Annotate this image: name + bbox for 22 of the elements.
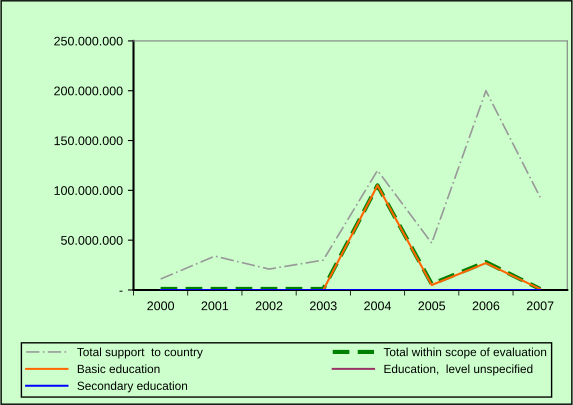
x-tick-label: 2004: [364, 301, 392, 310]
legend-label: Total support to country: [77, 348, 203, 359]
y-tick-label: 250.000.000: [54, 36, 123, 46]
legend-label: Education, level unspecified: [384, 364, 532, 376]
y-tick-label: -: [119, 290, 123, 292]
y-tick-label: 50.000.000: [61, 236, 123, 245]
y-tick-label: 150.000.000: [54, 136, 123, 146]
y-tick-label: 100.000.000: [54, 186, 123, 195]
x-tick-label: 2002: [256, 301, 282, 310]
legend-label: Secondary education: [77, 381, 188, 392]
x-tick-label: 2003: [310, 301, 337, 310]
x-tick-label: 2006: [472, 301, 500, 310]
x-tick-label: 2005: [418, 301, 446, 310]
line-series: [158, 183, 542, 290]
line-series: [160, 90, 541, 280]
line-series: [322, 184, 542, 290]
legend-label: Total within scope of evaluation: [384, 348, 546, 359]
y-tick-label: 200.000.000: [54, 86, 123, 96]
x-tick-label: 2000: [147, 301, 174, 310]
x-tick-label: 2007: [526, 301, 554, 310]
x-tick-label: 2001: [202, 301, 228, 310]
legend-label: Basic education: [78, 364, 160, 374]
